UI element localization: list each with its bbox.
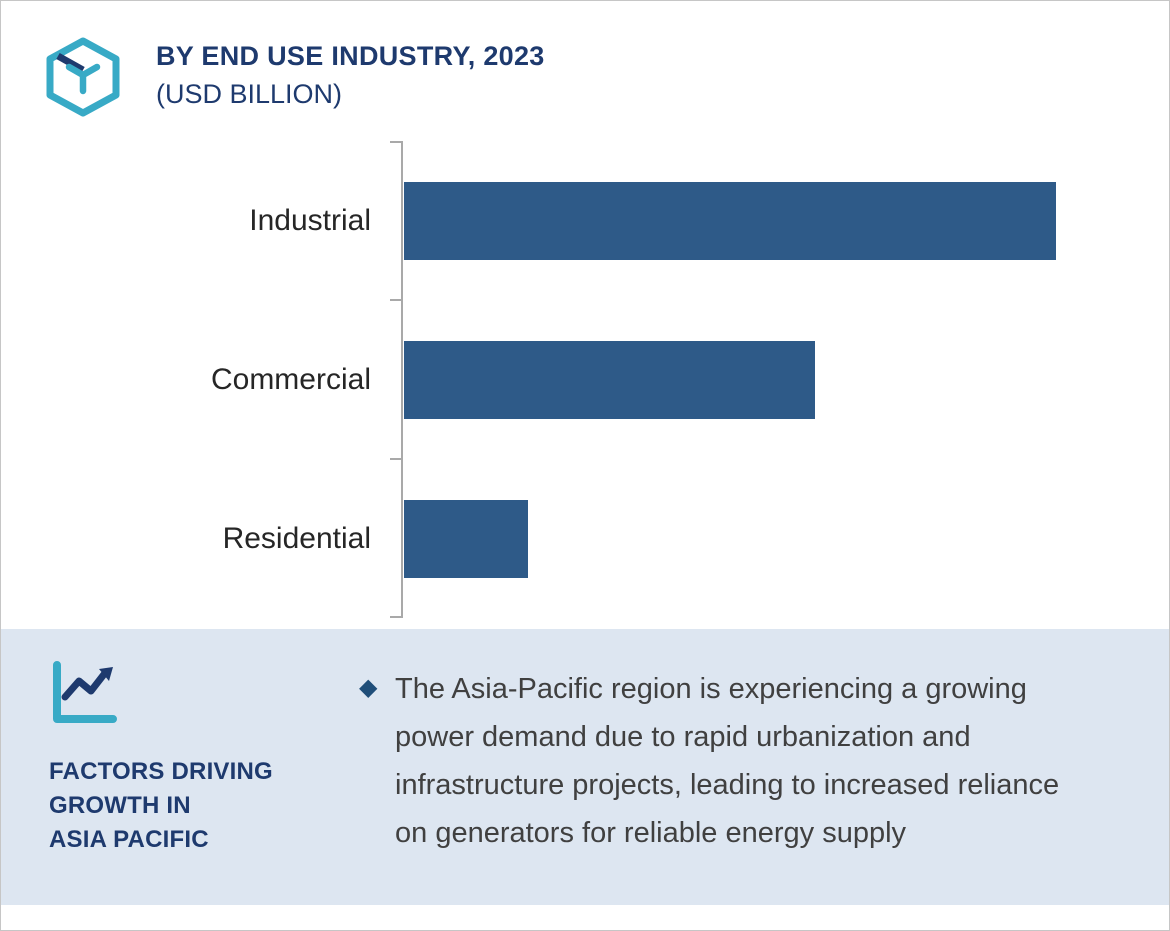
bar-area [401,340,1169,419]
bar-residential [404,499,528,578]
chart-title: BY END USE INDUSTRY, 2023 [156,41,545,71]
axis-tick [390,458,401,460]
y-axis-line [401,141,403,618]
bar-chart: Industrial Commercial Residential [1,141,1169,618]
chart-subtitle: (USD BILLION) [156,79,343,109]
bar-industrial [404,181,1056,260]
axis-tick [390,616,401,618]
bar-commercial [404,340,815,419]
factors-panel: FACTORS DRIVING GROWTH IN ASIA PACIFIC ◆… [1,629,1169,905]
growth-trend-icon [49,659,121,729]
bar-chart-rows: Industrial Commercial Residential [1,141,1169,618]
category-label-residential: Residential [222,521,371,555]
insight-text: The Asia-Pacific region is experiencing … [395,673,1060,849]
category-label-commercial: Commercial [210,362,371,396]
factors-heading-line: FACTORS DRIVING [49,758,273,785]
bar-area [401,499,1169,578]
chart-row-industrial: Industrial [1,141,1169,300]
chart-title-block: BY END USE INDUSTRY, 2023 (USD BILLION) [156,41,545,110]
axis-tick [390,299,401,301]
insight-bullet: ◆ The Asia-Pacific region is experiencin… [359,665,1084,857]
factors-heading-line: ASIA PACIFIC [49,826,209,853]
brand-hexagon-logo-icon [45,37,121,117]
axis-tick [390,141,401,143]
category-label-industrial: Industrial [249,203,371,237]
bar-area [401,181,1169,260]
diamond-bullet-icon: ◆ [359,674,378,701]
factors-heading: FACTORS DRIVING GROWTH IN ASIA PACIFIC [49,755,273,857]
chart-row-commercial: Commercial [1,300,1169,459]
factors-heading-line: GROWTH IN [49,792,191,819]
chart-row-residential: Residential [1,459,1169,618]
